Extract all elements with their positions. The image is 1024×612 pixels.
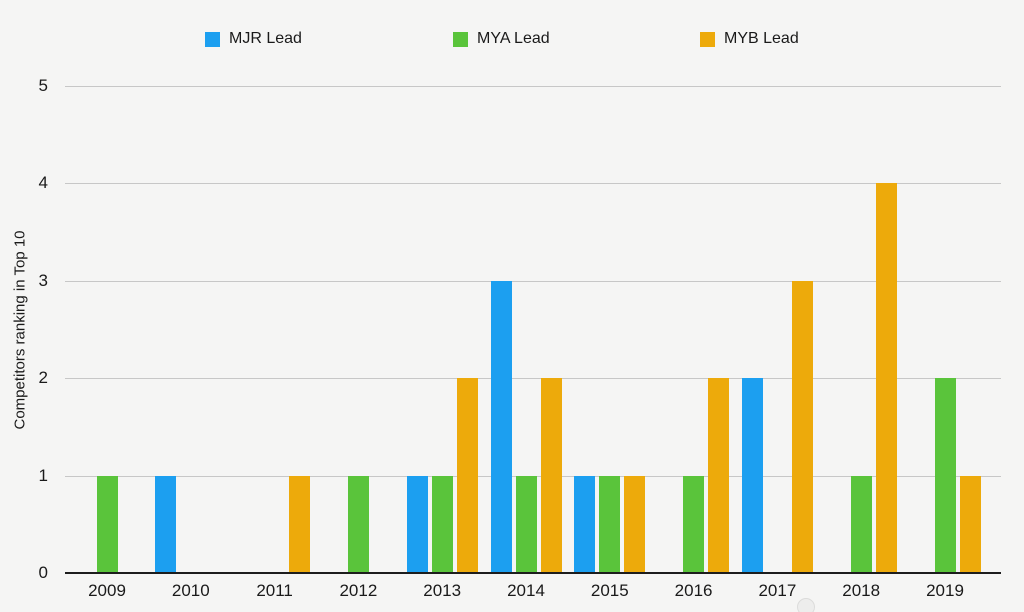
bar-2015-mya-lead[interactable] <box>599 475 621 573</box>
x-tick-label-2013: 2013 <box>423 581 462 600</box>
bar-2009-mya-lead[interactable] <box>96 475 118 573</box>
y-axis-title: Competitors ranking in Top 10 <box>11 230 29 430</box>
x-tick-label-2009: 2009 <box>88 581 126 600</box>
bar-2010-mjr-lead[interactable] <box>155 475 177 573</box>
bar-2018-myb-lead[interactable] <box>875 183 897 573</box>
bar-2013-myb-lead[interactable] <box>456 378 478 573</box>
y-tick-label: 0 <box>38 563 48 582</box>
bar-2019-mya-lead[interactable] <box>934 378 956 573</box>
x-axis-line <box>65 572 1001 574</box>
gridline-y5 <box>65 86 1001 87</box>
legend-swatch-icon <box>205 31 220 47</box>
x-tick-label-2018: 2018 <box>842 581 881 600</box>
bar-2017-mjr-lead[interactable] <box>741 378 763 573</box>
gridline-y3 <box>65 280 1001 282</box>
bar-2015-mjr-lead[interactable] <box>574 475 596 573</box>
y-tick-label: 4 <box>38 173 48 193</box>
bar-2011-myb-lead[interactable] <box>289 475 311 573</box>
bar-2018-mya-lead[interactable] <box>850 475 872 573</box>
gridline-y4 <box>65 183 1001 185</box>
watermark-circle <box>797 598 815 612</box>
legend-item-myb-lead[interactable]: MYB Lead <box>700 30 799 48</box>
gridline-y2 <box>65 378 1001 380</box>
legend: MJR Lead MYA Lead MYB Lead <box>0 0 1024 60</box>
y-tick-label: 2 <box>38 368 48 388</box>
bar-2014-myb-lead[interactable] <box>540 378 562 573</box>
bar-2019-myb-lead[interactable] <box>959 475 981 573</box>
legend-item-mya-lead[interactable]: MYA Lead <box>453 30 550 48</box>
x-tick-label-2012: 2012 <box>339 581 378 600</box>
x-tick-label-2017: 2017 <box>758 581 797 600</box>
y-tick-label: 1 <box>38 465 48 485</box>
bar-2013-mjr-lead[interactable] <box>406 475 428 573</box>
bar-2013-mya-lead[interactable] <box>431 475 453 573</box>
legend-label: MYA Lead <box>477 30 550 47</box>
legend-label: MYB Lead <box>724 30 799 47</box>
bar-2012-mya-lead[interactable] <box>347 475 369 573</box>
bar-2017-myb-lead[interactable] <box>791 280 813 573</box>
x-tick-label-2015: 2015 <box>590 581 629 600</box>
x-tick-label-2014: 2014 <box>507 581 545 600</box>
y-tick-label: 3 <box>38 270 48 290</box>
x-tick-label-2010: 2010 <box>171 581 210 600</box>
legend-swatch-icon <box>700 31 715 47</box>
legend-item-mjr-lead[interactable]: MJR Lead <box>205 30 302 48</box>
bar-2016-myb-lead[interactable] <box>708 378 730 573</box>
bar-2015-myb-lead[interactable] <box>624 475 646 573</box>
x-tick-label-2011: 2011 <box>256 581 293 600</box>
legend-label: MJR Lead <box>229 30 302 47</box>
x-tick-label-2016: 2016 <box>674 581 713 600</box>
legend-swatch-icon <box>453 31 468 47</box>
bar-2014-mjr-lead[interactable] <box>490 280 512 573</box>
y-tick-label: 5 <box>38 76 48 95</box>
bar-2014-mya-lead[interactable] <box>515 475 537 573</box>
x-tick-label-2019: 2019 <box>926 581 964 600</box>
bar-2016-mya-lead[interactable] <box>683 475 705 573</box>
